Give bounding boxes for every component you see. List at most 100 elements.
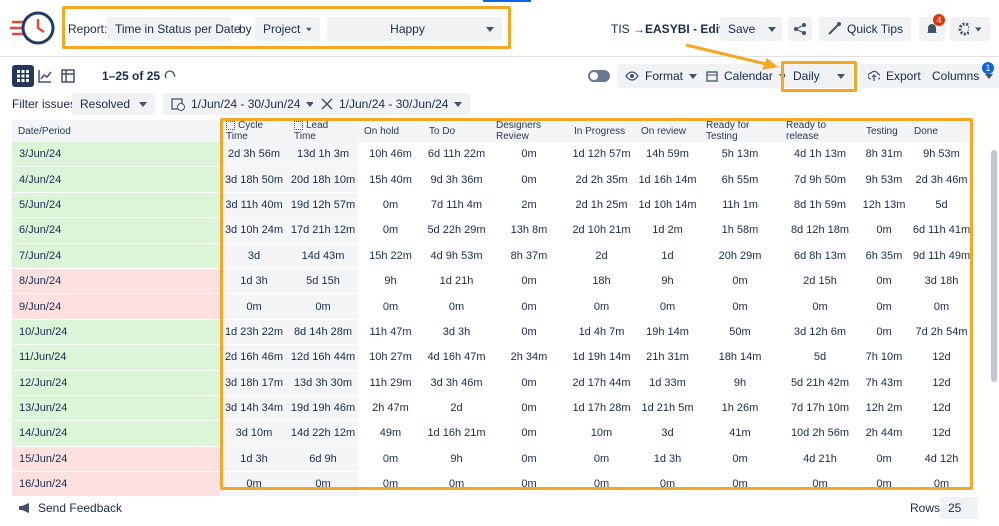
duration-cell: 3d 18h [908, 268, 975, 295]
duration-cell: 1d 17h 28m [568, 395, 635, 422]
duration-cell: 18h [568, 268, 635, 295]
filter-dropdown[interactable]: Happy [327, 17, 502, 41]
report-title: TIS → EASYBI - Edited [611, 17, 737, 41]
column-title: In Progress [574, 125, 626, 137]
duration-cell: 19d 12h 57m [288, 192, 358, 219]
duration-cell: 0m [860, 471, 908, 498]
duration-cell: 3d 18h 50m [220, 166, 288, 193]
duration-cell: 19d 19h 46m [288, 395, 358, 422]
duration-cell: 0m [358, 192, 423, 219]
calendar-clock-icon [171, 98, 185, 111]
duration-cell: 41m [700, 420, 780, 447]
duration-cell: 0m [780, 293, 860, 320]
duration-cell: 0m [568, 293, 635, 320]
duration-cell: 11h 1m [700, 192, 780, 219]
duration-cell: 0m [700, 446, 780, 473]
duration-cell: 3d 18h 17m [220, 370, 288, 396]
duration-cell: 15h 22m [358, 243, 423, 269]
column-header: On hold [358, 120, 423, 142]
pivot-view-button[interactable] [61, 69, 75, 83]
columns-label: Columns [932, 69, 980, 83]
duration-cell: 0m [700, 471, 780, 498]
table-view-button[interactable] [12, 65, 34, 87]
column-title: Designers Review [496, 120, 542, 142]
column-title: To Do [429, 125, 456, 137]
duration-cell: 1d 4h 7m [568, 319, 635, 346]
chevron [837, 73, 845, 79]
header-row: Date/Period Cycle Time Lead Time On hold To … [12, 120, 975, 142]
settings-button[interactable] [950, 17, 990, 41]
duration-cell: 2d 10h 21m [568, 217, 635, 244]
scrollbar-thumb[interactable] [991, 150, 997, 382]
duration-cell: 2d 2h 35m [568, 166, 635, 193]
duration-cell: 0m [220, 471, 288, 498]
period-value: Daily [793, 69, 820, 83]
duration-cell: 1h 26m [700, 395, 780, 422]
duration-cell: 10h 46m [358, 142, 423, 168]
save-button[interactable]: Save [720, 17, 764, 41]
status-filter[interactable]: Resolved [72, 93, 155, 115]
date-filter-1[interactable]: 1/Jun/24 - 30/Jun/24 [163, 93, 323, 115]
duration-cell: 21h 31m [635, 344, 700, 371]
duration-cell: 2d 15h [780, 268, 860, 295]
duration-cell: 10d 2h 56m [780, 420, 860, 447]
date-cell: 16/Jun/24 [12, 471, 220, 498]
period-dropdown[interactable]: Daily [785, 64, 853, 88]
calendar-label: Calendar [724, 69, 773, 83]
column-title: Lead Time [294, 120, 329, 142]
duration-cell: 2d 3h 46m [908, 166, 975, 193]
duration-cell: 4d 1h 13m [780, 142, 860, 168]
duration-cell: 1d 19h 14m [568, 344, 635, 371]
duration-cell: 6d 11h 22m [423, 142, 490, 168]
rows-select[interactable]: 25 [940, 497, 978, 519]
rows-value: 25 [948, 501, 962, 515]
calendar-button[interactable]: Calendar [698, 64, 795, 88]
date-cell: 9/Jun/24 [12, 293, 220, 320]
date-cell: 13/Jun/24 [12, 395, 220, 422]
table-row: 9/Jun/24 0m 0m 0m 0m 0m 0m 0m 0m 0m 0m 0m [12, 293, 975, 320]
column-title: On hold [364, 125, 400, 137]
duration-cell: 7d 11h 4m [423, 192, 490, 219]
toggle-switch[interactable] [588, 70, 610, 82]
date-cell: 15/Jun/24 [12, 446, 220, 473]
duration-cell: 11h 47m [358, 319, 423, 346]
duration-cell: 3d [220, 243, 288, 269]
chart-view-button[interactable] [38, 69, 52, 83]
duration-cell: 0m [490, 395, 568, 422]
duration-cell: 7h 43m [860, 370, 908, 396]
duration-cell: 7d 9h 50m [780, 166, 860, 193]
share-button[interactable] [788, 17, 812, 41]
duration-cell: 1d 23h 22m [220, 319, 288, 346]
date-range-2: 1/Jun/24 - 30/Jun/24 [339, 97, 449, 111]
format-button[interactable]: Format [617, 64, 706, 88]
date-cell: 10/Jun/24 [12, 319, 220, 346]
report-dropdown[interactable]: Time in Status per Date [107, 17, 241, 41]
column-header: Lead Time [288, 120, 358, 142]
tab-indicator [483, 0, 531, 2]
duration-cell: 5d 21h 42m [780, 370, 860, 396]
feedback-link[interactable]: Send Feedback [18, 499, 122, 517]
duration-cell: 0m [490, 142, 568, 168]
callout-arrow [685, 43, 778, 70]
duration-cell: 0m [490, 446, 568, 473]
tools-icon [321, 98, 333, 110]
duration-cell: 20d 18h 10m [288, 166, 358, 193]
table-row: 10/Jun/24 1d 23h 22m 8d 14h 28m 11h 47m 3d 3… [12, 319, 975, 346]
rows-label: Rows: [910, 501, 944, 515]
status-value: Resolved [80, 97, 131, 111]
duration-cell: 8h 31m [860, 142, 908, 168]
quick-tips-label: Quick Tips [847, 22, 904, 36]
duration-cell: 4d 12h [908, 446, 975, 473]
export-button[interactable]: Export [860, 64, 929, 88]
quick-tips-button[interactable]: Quick Tips [819, 17, 912, 41]
duration-cell: 50m [700, 319, 780, 346]
date-filter-2[interactable]: 1/Jun/24 - 30/Jun/24 [313, 93, 471, 115]
chevron [139, 101, 147, 107]
duration-cell: 0m [358, 446, 423, 473]
group-dropdown[interactable]: Project [255, 17, 320, 41]
column-header: On review [635, 120, 700, 142]
save-menu[interactable] [762, 17, 782, 41]
columns-button[interactable]: Columns [924, 64, 999, 88]
refresh-icon[interactable] [164, 70, 176, 82]
